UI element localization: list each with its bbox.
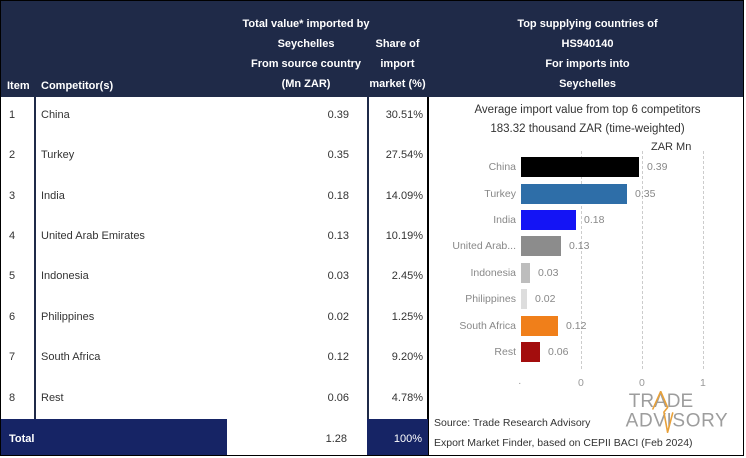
svg-text:ADVISORY: ADVISORY [626,411,729,432]
